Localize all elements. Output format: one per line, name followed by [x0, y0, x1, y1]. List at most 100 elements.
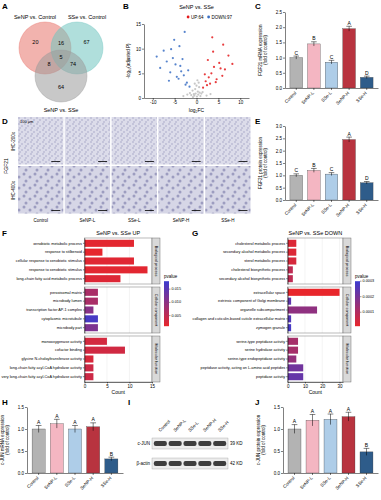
x-axis-title: Count — [112, 389, 126, 395]
x-axis-tick: Control — [282, 473, 296, 489]
y-axis-tick-label: long-chain fatty acyl-CoA hydrolase acti… — [10, 366, 82, 370]
significance-letter: D — [365, 70, 369, 76]
x-axis-tick: SeNP-H — [335, 200, 350, 218]
y-axis-tick-label: 15 — [136, 22, 142, 27]
facet: extracellular spaceextrinsic component o… — [193, 287, 352, 334]
error-bar-cap — [292, 424, 298, 425]
x-axis-tick: SSe-L — [319, 473, 332, 488]
point — [206, 84, 208, 86]
y-axis-tick: 1.5 — [274, 405, 283, 410]
y-axis-title: FGF21 mRNA expression(fold of control) — [258, 24, 268, 76]
y-axis-tick-label: 1.5 — [276, 161, 283, 166]
y-axis-tick-label: secondary alcohol metabolic process — [223, 250, 285, 254]
error-bar-stem — [366, 448, 367, 455]
error-bar-stem — [366, 76, 367, 78]
y-axis-tick-label: 2.5 — [276, 10, 283, 15]
x-axis-tick-label: 15 — [150, 384, 156, 389]
y-axis-tick: 5 — [138, 71, 144, 76]
colorbar-tick — [360, 281, 362, 282]
error-bar — [364, 182, 370, 184]
grid-line — [322, 238, 323, 284]
significance-letter: A — [55, 413, 59, 419]
point — [196, 79, 198, 81]
x-axis-tick-label: SeNP-L — [300, 90, 315, 105]
y-axis-tick-mark — [83, 359, 85, 360]
venn-set-label: SeNP vs. Control — [14, 14, 56, 20]
x-axis-tick-label: -10 — [150, 100, 157, 105]
y-axis-tick-mark — [286, 278, 288, 279]
significance-letter: A — [92, 416, 96, 422]
facet-strip-label: Molecular function — [345, 344, 349, 375]
y-axis-line — [288, 337, 289, 383]
bar — [87, 427, 100, 473]
bar — [84, 315, 98, 322]
significance-letter: B — [365, 442, 369, 448]
bar — [324, 419, 337, 473]
grid-line — [129, 336, 130, 382]
facet-frame — [84, 238, 152, 284]
error-bar-cap — [310, 414, 316, 415]
y-axis-tick: long-chain fatty acyl-CoA hydrolase acti… — [10, 366, 85, 370]
grid-line — [339, 238, 340, 284]
lane-label: SeNP-L — [172, 418, 187, 433]
bar — [288, 373, 304, 380]
y-axis-tick: 1.0 — [18, 427, 27, 432]
significance-letter: C — [330, 166, 334, 172]
y-axis-tick-label: transcription factor AP-1 complex — [26, 308, 82, 312]
y-axis-tick-mark — [286, 269, 288, 270]
x-axis-tick: Control — [284, 88, 298, 104]
ihc-row-label: IHC-400x — [11, 180, 16, 200]
y-axis-tick: peptidase activity, acting on L-amino ac… — [201, 366, 288, 370]
y-axis-tick-mark — [83, 327, 85, 328]
band — [213, 441, 226, 446]
point — [198, 82, 200, 84]
x-axis-tick-label: Control — [282, 475, 296, 489]
ihc-row-title: FGF21 — [3, 158, 9, 174]
y-axis-tick-mark — [286, 359, 288, 360]
y-axis: 0.00.51.01.52.02.5 — [276, 10, 286, 91]
error-bar-cap — [346, 26, 352, 27]
panel-label: B — [123, 2, 129, 11]
x-axis: 0102030 — [287, 382, 344, 389]
x-axis-tick-label: SeNP-L — [300, 202, 315, 217]
y-axis-tick-label: 10 — [136, 47, 142, 52]
x-axis-tick-mark — [366, 200, 367, 202]
band-name: β-actin — [136, 461, 150, 466]
x-axis: ControlSeNP-LSSe-LSeNP-HSSe-H — [284, 200, 379, 218]
y-axis-tick-mark — [25, 407, 27, 408]
point — [194, 83, 196, 85]
y-axis-tick: 0.0 — [274, 471, 283, 476]
point — [198, 86, 200, 88]
x-axis-tick: 10 — [238, 98, 244, 105]
y-axis-tick-label: 1.0 — [276, 173, 283, 178]
error-bar-cap — [293, 173, 299, 174]
scale-bar — [98, 161, 107, 162]
y-axis-tick-label: response to stilbenoid — [45, 250, 82, 254]
y-axis-tick-label: peptidase activity, acting on L-amino ac… — [201, 366, 286, 370]
point — [178, 45, 180, 47]
ihc-column-label: Control — [33, 218, 48, 223]
y-axis-tick: glycine N-choloyltransferase activity — [22, 357, 85, 361]
y-axis-title-line: (fold of control) — [261, 424, 266, 455]
y-axis-tick-label: 1.0 — [276, 56, 283, 61]
plot-area — [290, 26, 373, 88]
error-bar — [364, 448, 370, 455]
y-axis-tick: organelle subcompartment — [240, 308, 287, 312]
bar — [32, 429, 45, 473]
bar — [288, 306, 317, 313]
panel-label: H — [2, 398, 8, 407]
point — [186, 82, 188, 84]
bar — [84, 355, 93, 362]
x-axis-tick: SSe-H — [355, 473, 368, 488]
y-axis-tick-label: serine hydrolase activity — [245, 348, 286, 352]
x-axis-tick: SeNP-H — [335, 88, 350, 106]
y-axis-tick: 0 — [138, 96, 144, 101]
facet-frame — [288, 287, 343, 333]
x-axis-tick-label: 0 — [287, 384, 290, 389]
point — [170, 48, 172, 50]
y-axis-tick-mark — [283, 175, 285, 176]
x-axis-title: Count — [309, 389, 323, 395]
facet-frame — [84, 287, 152, 333]
error-bar — [293, 174, 299, 177]
y-axis-tick: 2.0 — [276, 149, 285, 154]
